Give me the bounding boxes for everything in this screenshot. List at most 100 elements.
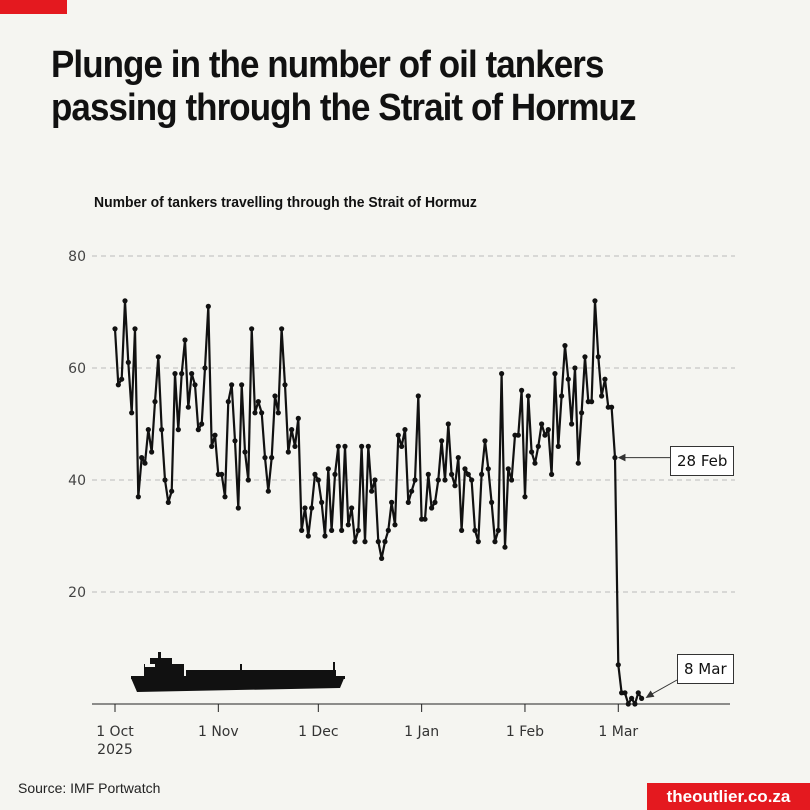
- data-point: [352, 539, 358, 545]
- data-point: [255, 399, 261, 405]
- data-point: [282, 382, 288, 388]
- data-point: [265, 488, 271, 494]
- data-point: [229, 382, 235, 388]
- x-tick-label: 1 Dec: [298, 724, 338, 740]
- headline: Plunge in the number of oil tankers pass…: [51, 44, 636, 129]
- data-point: [459, 527, 465, 534]
- x-tick-label: 1 Oct: [96, 724, 134, 740]
- data-point: [625, 701, 631, 707]
- data-point: [239, 382, 245, 388]
- data-point: [535, 443, 541, 449]
- brand-logo: theoutlier.co.za: [647, 783, 810, 810]
- data-point: [319, 499, 325, 505]
- data-point: [472, 527, 478, 534]
- data-point: [575, 460, 581, 466]
- annotation-arrows: [617, 453, 678, 699]
- data-point: [599, 393, 605, 399]
- data-point: [372, 477, 378, 483]
- data-point: [269, 455, 275, 461]
- data-point: [432, 499, 438, 505]
- data-point: [482, 438, 488, 444]
- data-point: [342, 443, 348, 449]
- data-point: [515, 432, 521, 438]
- data-point: [259, 410, 265, 416]
- data-point: [615, 662, 621, 668]
- data-point: [452, 483, 458, 489]
- data-point: [162, 477, 168, 483]
- data-point: [242, 449, 248, 455]
- data-point: [142, 460, 148, 466]
- data-point: [445, 421, 451, 427]
- data-point: [405, 499, 411, 505]
- data-point: [285, 449, 291, 455]
- y-tick-label: 80: [68, 249, 86, 265]
- data-point: [549, 471, 555, 477]
- data-point: [175, 427, 181, 433]
- arrowhead-icon: [645, 690, 655, 699]
- data-point: [629, 695, 635, 702]
- data-point: [422, 516, 428, 522]
- data-point: [135, 494, 141, 500]
- data-point: [122, 298, 128, 304]
- data-point: [582, 354, 588, 360]
- y-tick-label: 40: [68, 473, 86, 489]
- data-point: [622, 690, 628, 696]
- data-point: [382, 539, 388, 545]
- data-point: [455, 455, 461, 461]
- data-point: [559, 393, 565, 399]
- data-point: [389, 499, 395, 505]
- x-tick-label: 1 Jan: [404, 724, 439, 740]
- data-point: [149, 449, 155, 455]
- data-point: [469, 477, 475, 483]
- data-point: [475, 539, 481, 545]
- data-point: [579, 410, 585, 416]
- data-point: [572, 365, 578, 371]
- data-point: [545, 427, 551, 433]
- arrowhead-icon: [617, 453, 626, 462]
- data-point: [409, 488, 415, 494]
- data-point: [249, 326, 255, 332]
- data-point: [595, 354, 601, 360]
- data-point: [602, 376, 608, 382]
- x-axis-ticks: 1 Oct 2025 1 Nov 1 Dec 1 Jan 1 Feb 1 Mar: [96, 704, 638, 758]
- data-point: [369, 488, 375, 494]
- data-point: [355, 527, 361, 534]
- data-point: [442, 477, 448, 483]
- data-point: [129, 410, 135, 416]
- data-point: [635, 690, 641, 696]
- data-point: [232, 438, 238, 444]
- data-point: [502, 544, 508, 550]
- data-point: [589, 399, 595, 405]
- data-point: [222, 494, 228, 500]
- annotation-8-mar: 8 Mar: [677, 654, 734, 684]
- data-point: [492, 539, 498, 545]
- data-point: [279, 326, 285, 332]
- data-point: [159, 427, 165, 433]
- data-point: [612, 455, 618, 461]
- oil-tanker-ship-illustration: [131, 652, 345, 692]
- data-point: [262, 455, 268, 461]
- data-point: [562, 343, 568, 349]
- data-point: [465, 471, 471, 477]
- data-point: [202, 365, 208, 371]
- data-point: [439, 438, 445, 444]
- data-point: [335, 443, 341, 449]
- data-point: [379, 555, 385, 562]
- data-point: [632, 701, 638, 707]
- data-point: [272, 393, 278, 399]
- data-point: [125, 359, 131, 365]
- brand-accent-bar: [0, 0, 67, 14]
- data-point: [225, 399, 231, 405]
- data-point: [252, 410, 258, 416]
- data-point: [192, 382, 198, 388]
- data-point: [332, 471, 338, 477]
- data-point: [429, 505, 435, 511]
- data-point: [425, 471, 431, 477]
- data-point: [139, 455, 145, 461]
- data-point: [509, 477, 515, 483]
- data-point: [212, 432, 218, 438]
- data-point: [359, 443, 365, 449]
- data-point: [462, 466, 468, 472]
- data-point: [392, 522, 398, 528]
